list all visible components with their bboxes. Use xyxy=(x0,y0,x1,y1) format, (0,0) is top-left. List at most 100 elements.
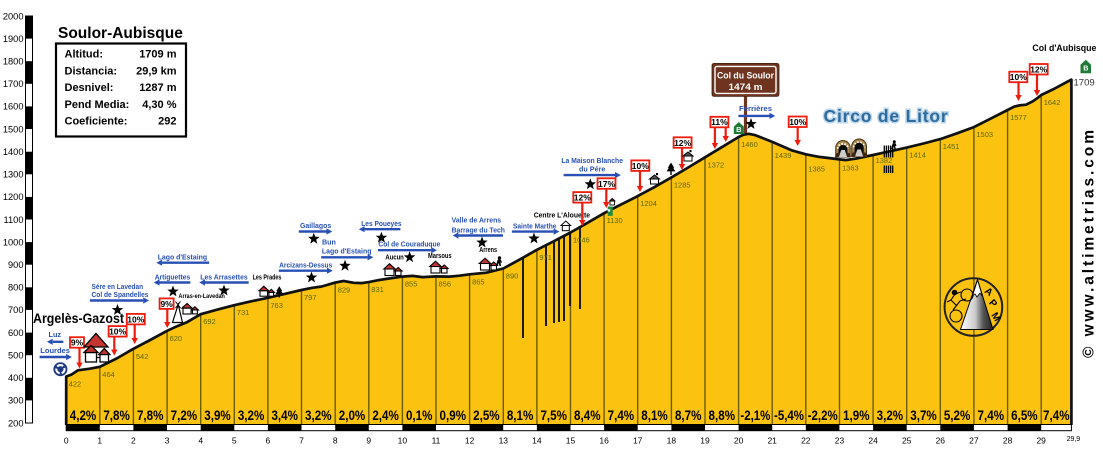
svg-text:1439: 1439 xyxy=(775,151,792,160)
svg-text:1363: 1363 xyxy=(842,163,859,172)
svg-text:855: 855 xyxy=(405,280,418,289)
svg-text:23: 23 xyxy=(835,436,845,446)
svg-text:300: 300 xyxy=(8,396,24,406)
svg-text:9%: 9% xyxy=(160,299,173,309)
svg-text:1709: 1709 xyxy=(1074,78,1095,89)
svg-text:27: 27 xyxy=(969,436,979,446)
svg-text:1800: 1800 xyxy=(3,57,24,67)
svg-text:Lourdes: Lourdes xyxy=(40,346,70,355)
svg-text:10: 10 xyxy=(398,436,408,446)
svg-text:1100: 1100 xyxy=(4,215,24,225)
svg-text:7,4%: 7,4% xyxy=(1043,408,1070,423)
svg-text:600: 600 xyxy=(8,328,24,338)
svg-text:Ferrières: Ferrières xyxy=(739,104,772,113)
svg-text:Aucun: Aucun xyxy=(385,254,403,261)
svg-text:1451: 1451 xyxy=(943,142,960,151)
svg-text:28: 28 xyxy=(1003,436,1013,446)
svg-text:Arras-en-Lavedan: Arras-en-Lavedan xyxy=(179,293,225,300)
svg-text:0: 0 xyxy=(64,436,69,446)
svg-text:10%: 10% xyxy=(1010,72,1027,82)
svg-text:8,7%: 8,7% xyxy=(675,408,702,423)
svg-text:12: 12 xyxy=(465,436,475,446)
svg-text:11%: 11% xyxy=(711,117,728,127)
svg-text:800: 800 xyxy=(8,283,24,293)
svg-text:Circo de Litor: Circo de Litor xyxy=(824,106,949,126)
svg-text:500: 500 xyxy=(8,351,24,361)
svg-text:29: 29 xyxy=(1036,436,1046,446)
svg-text:900: 900 xyxy=(8,260,24,270)
svg-text:292: 292 xyxy=(158,116,176,128)
svg-text:29,9: 29,9 xyxy=(1067,436,1081,443)
svg-text:1372: 1372 xyxy=(708,160,725,169)
svg-text:8,1%: 8,1% xyxy=(641,408,668,423)
svg-text:13: 13 xyxy=(499,436,509,446)
svg-text:1503: 1503 xyxy=(976,130,993,139)
svg-text:Les Arrasettes: Les Arrasettes xyxy=(200,272,248,281)
svg-text:-2,2%: -2,2% xyxy=(808,408,838,423)
svg-text:1577: 1577 xyxy=(1010,113,1027,122)
svg-text:3,2%: 3,2% xyxy=(305,408,332,423)
svg-text:9%: 9% xyxy=(71,338,84,348)
svg-text:10%: 10% xyxy=(632,161,649,171)
svg-text:8: 8 xyxy=(333,436,338,446)
svg-text:12%: 12% xyxy=(1030,65,1047,75)
svg-text:6,5%: 6,5% xyxy=(1011,408,1038,423)
svg-text:21: 21 xyxy=(767,436,777,446)
svg-text:1130: 1130 xyxy=(607,216,623,225)
svg-text:1460: 1460 xyxy=(741,140,758,149)
svg-text:Distancia:: Distancia: xyxy=(65,65,118,77)
svg-text:16: 16 xyxy=(599,436,609,446)
svg-text:0,1%: 0,1% xyxy=(406,408,433,423)
svg-text:22: 22 xyxy=(801,436,811,446)
svg-text:Sére en Lavedan: Sére en Lavedan xyxy=(92,282,144,291)
svg-text:1400: 1400 xyxy=(3,147,24,157)
svg-text:692: 692 xyxy=(203,317,216,326)
svg-text:Coeficiente:: Coeficiente: xyxy=(65,116,128,128)
svg-text:Les Poueyes: Les Poueyes xyxy=(361,219,401,228)
svg-text:1,9%: 1,9% xyxy=(843,408,870,423)
svg-text:3,7%: 3,7% xyxy=(910,408,937,423)
svg-text:464: 464 xyxy=(102,370,115,379)
svg-text:Valle de Arrens: Valle de Arrens xyxy=(452,215,502,224)
svg-text:4,2%: 4,2% xyxy=(70,408,97,423)
svg-text:Artiguettes: Artiguettes xyxy=(155,272,191,281)
svg-text:2,5%: 2,5% xyxy=(473,408,500,423)
svg-text:7,2%: 7,2% xyxy=(171,408,198,423)
svg-text:Pend Media:: Pend Media: xyxy=(65,99,130,111)
svg-text:10%: 10% xyxy=(789,117,806,127)
svg-text:1414: 1414 xyxy=(909,151,926,160)
svg-text:Marsous: Marsous xyxy=(428,253,452,260)
svg-text:1500: 1500 xyxy=(3,124,24,134)
svg-text:2: 2 xyxy=(131,436,136,446)
svg-text:5: 5 xyxy=(232,436,237,446)
svg-text:7,4%: 7,4% xyxy=(978,408,1005,423)
svg-text:La Maison Blanche: La Maison Blanche xyxy=(561,156,623,165)
svg-text:B: B xyxy=(1083,64,1088,73)
svg-text:3: 3 xyxy=(165,436,170,446)
svg-text:6: 6 xyxy=(266,436,271,446)
svg-text:12%: 12% xyxy=(674,138,691,148)
svg-text:25: 25 xyxy=(902,436,912,446)
svg-text:2,0%: 2,0% xyxy=(339,408,366,423)
svg-text:Centre L'Alouette: Centre L'Alouette xyxy=(534,213,590,220)
svg-text:17: 17 xyxy=(633,436,643,446)
svg-text:12%: 12% xyxy=(574,193,591,203)
svg-text:20: 20 xyxy=(734,436,744,446)
svg-text:2,4%: 2,4% xyxy=(372,408,399,423)
svg-text:Col d'Aubisque: Col d'Aubisque xyxy=(1032,43,1096,54)
svg-text:1287 m: 1287 m xyxy=(139,82,177,94)
svg-text:15: 15 xyxy=(566,436,576,446)
svg-text:0,9%: 0,9% xyxy=(440,408,467,423)
svg-text:1285: 1285 xyxy=(674,180,691,189)
svg-text:2000: 2000 xyxy=(3,11,24,21)
svg-text:4: 4 xyxy=(198,436,203,446)
svg-text:Argelès-Gazost: Argelès-Gazost xyxy=(33,311,124,326)
svg-text:14: 14 xyxy=(532,436,542,446)
svg-text:Lago d'Estaing: Lago d'Estaing xyxy=(158,253,208,262)
svg-text:1382: 1382 xyxy=(876,156,893,165)
svg-text:1700: 1700 xyxy=(3,79,24,89)
svg-text:© www.altimetrias.com: © www.altimetrias.com xyxy=(1081,130,1098,358)
svg-text:1385: 1385 xyxy=(808,164,825,173)
svg-text:829: 829 xyxy=(338,286,351,295)
svg-text:10%: 10% xyxy=(127,314,144,324)
